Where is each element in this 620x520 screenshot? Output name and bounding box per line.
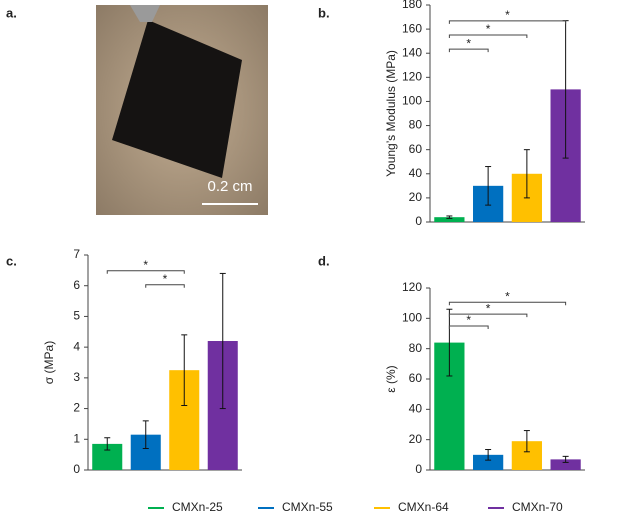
y-tick-label: 60 [409, 142, 423, 156]
significance-label: * [163, 272, 168, 286]
significance-label: * [466, 313, 471, 327]
y-tick-label: 1 [73, 431, 80, 445]
bar [434, 217, 465, 222]
bar [473, 454, 504, 470]
significance-label: * [505, 8, 510, 22]
significance-label: * [505, 289, 510, 303]
error-bar [142, 420, 149, 449]
error-bar [523, 430, 530, 453]
scale-bar-label: 0.2 cm [207, 178, 252, 195]
y-tick-label: 20 [409, 190, 423, 204]
y-tick-label: 7 [73, 247, 80, 261]
error-bar [104, 437, 111, 451]
error-bar [523, 149, 530, 199]
y-tick-label: 5 [73, 309, 80, 323]
y-tick-label: 140 [402, 45, 422, 59]
y-tick-label: 40 [409, 402, 423, 416]
y-tick-label: 2 [73, 401, 80, 415]
significance-bracket [145, 284, 185, 288]
y-tick-label: 120 [402, 280, 422, 294]
significance-label: * [466, 36, 471, 50]
error-bar [181, 334, 188, 406]
legend-label: CMXn-55 [282, 500, 333, 514]
error-bar [219, 272, 226, 410]
y-tick-label: 20 [409, 432, 423, 446]
significance-bracket [448, 20, 567, 24]
significance-label: * [486, 22, 491, 36]
y-axis-label: ε (%) [384, 365, 398, 392]
significance-label: * [486, 301, 491, 315]
error-bar [446, 308, 453, 377]
y-tick-label: 6 [73, 278, 80, 292]
photo: 0.2 cm [96, 5, 268, 215]
legend-label: CMXn-64 [398, 500, 449, 514]
y-tick-label: 180 [402, 0, 422, 11]
significance-bracket [448, 325, 489, 329]
y-tick-label: 80 [409, 118, 423, 132]
y-tick-label: 40 [409, 166, 423, 180]
panel-label: b. [318, 5, 330, 20]
tweezers [130, 5, 160, 22]
significance-bracket [448, 313, 528, 318]
y-tick-label: 0 [415, 462, 422, 476]
y-axis-label: σ (MPa) [42, 341, 56, 384]
y-tick-label: 160 [402, 21, 422, 35]
significance-bracket [448, 48, 489, 53]
panel-label: a. [6, 5, 17, 20]
error-bar [485, 166, 492, 206]
y-axis-label: Young’s Modulus (MPa) [384, 50, 398, 177]
significance-bracket [448, 34, 528, 38]
y-tick-label: 0 [415, 214, 422, 228]
significance-bracket [448, 301, 567, 306]
y-tick-label: 4 [73, 339, 80, 353]
y-tick-label: 100 [402, 94, 422, 108]
y-tick-label: 80 [409, 341, 423, 355]
error-bar [485, 449, 492, 461]
y-tick-label: 100 [402, 311, 422, 325]
film-sample [112, 20, 242, 178]
panel-label: c. [6, 253, 17, 268]
y-tick-label: 0 [73, 462, 80, 476]
y-tick-label: 3 [73, 370, 80, 384]
panel-label: d. [318, 253, 330, 268]
y-tick-label: 120 [402, 70, 422, 84]
significance-label: * [143, 258, 148, 272]
error-bar [562, 455, 569, 463]
bar [550, 459, 581, 470]
legend-label: CMXn-25 [172, 500, 223, 514]
legend-label: CMXn-70 [512, 500, 563, 514]
error-bar [446, 215, 453, 219]
y-tick-label: 60 [409, 371, 423, 385]
significance-bracket [106, 270, 185, 274]
